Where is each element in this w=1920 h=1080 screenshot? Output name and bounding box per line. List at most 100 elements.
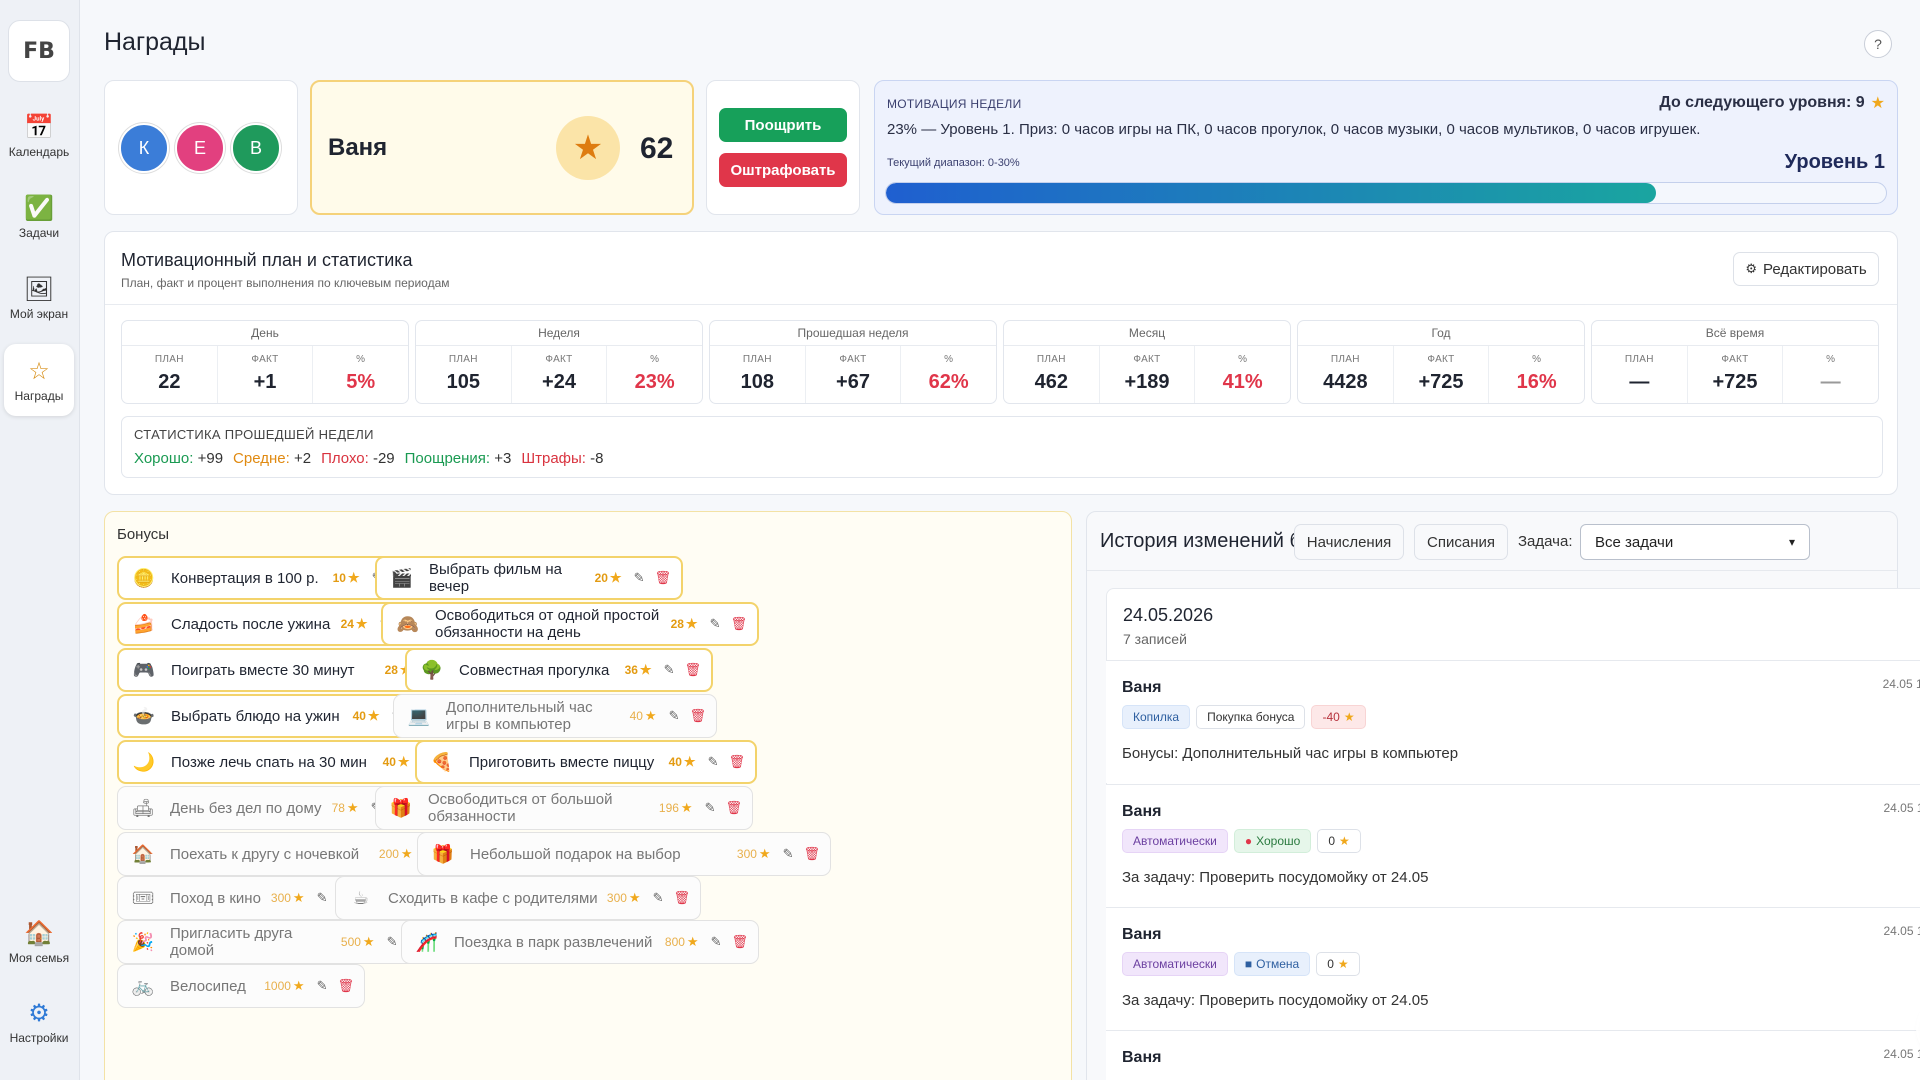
- bonus-item[interactable]: 🎬 Выбрать фильм на вечер 20 ★ ✎ 🗑: [375, 556, 683, 600]
- bonus-points: 78: [331, 801, 345, 815]
- bonus-title: Приготовить вместе пиццу: [469, 753, 655, 771]
- edit-icon[interactable]: ✎: [709, 616, 721, 631]
- calendar-icon: 📅: [24, 113, 54, 141]
- edit-icon[interactable]: ✎: [710, 934, 722, 949]
- bonus-item[interactable]: 🚲 Велосипед 1000 ★ ✎ 🗑: [117, 964, 365, 1008]
- bonus-item[interactable]: 🙈 Освободиться от одной простой обязанно…: [381, 602, 759, 646]
- trash-icon[interactable]: 🗑: [654, 570, 671, 585]
- fact-col-label: ФАКТ: [1133, 354, 1161, 365]
- edit-icon[interactable]: ✎: [316, 978, 328, 993]
- star-icon: ★: [1337, 957, 1349, 971]
- entry-source-tag: Автоматически: [1122, 952, 1228, 976]
- bonus-title: Дополнительный час игры в компьютер: [446, 699, 593, 733]
- bonus-points: 1000: [264, 979, 291, 993]
- weekly-motivation-card: МОТИВАЦИЯ НЕДЕЛИ До следующего уровня: 9…: [874, 80, 1898, 215]
- bonus-item[interactable]: 🎉 Пригласить друга домой 500★ ✎ 🗑: [117, 920, 435, 964]
- trash-icon[interactable]: 🗑: [337, 978, 354, 993]
- pct-value: 5%: [346, 371, 376, 393]
- star-icon: ★: [628, 890, 641, 905]
- sidebar-item-my-screen[interactable]: 🖼 Мой экран: [4, 262, 74, 334]
- star-icon: ★: [683, 754, 696, 769]
- sidebar-item-calendar[interactable]: 📅 Календарь: [4, 100, 74, 172]
- app-logo[interactable]: FB: [8, 20, 70, 82]
- star-icon: ★: [400, 846, 413, 861]
- plan-value: 22: [158, 371, 181, 393]
- avatar[interactable]: В: [231, 123, 281, 173]
- motivation-progress-bar: [885, 182, 1887, 204]
- last-week-values: Хорошо: +99 Средне: +2 Плохо: -29 Поощре…: [134, 450, 603, 467]
- bonus-item[interactable]: 🎢 Поездка в парк развлечений 800 ★ ✎ 🗑: [401, 920, 759, 964]
- bonus-item[interactable]: 🎁 Небольшой подарок на выбор 300 ★ ✎ 🗑: [417, 832, 831, 876]
- trash-icon[interactable]: 🗑: [730, 616, 747, 631]
- task-filter-select[interactable]: Все задачи ▾: [1580, 524, 1810, 560]
- trash-icon[interactable]: 🗑: [725, 800, 742, 815]
- star-icon: ★: [556, 116, 620, 180]
- period-name: День: [122, 321, 408, 346]
- bonus-item[interactable]: 🍲 Выбрать блюдо на ужин 40★ ✎ 🗑: [117, 694, 441, 738]
- fact-value: +67: [836, 371, 870, 393]
- star-icon: ★: [639, 662, 652, 677]
- star-icon: ★: [1339, 834, 1350, 848]
- edit-icon[interactable]: ✎: [663, 662, 675, 677]
- bonus-item[interactable]: 🏠 Поехать к другу с ночевкой 200★ ✎ 🗑: [117, 832, 473, 876]
- tasks-icon: ✅: [24, 194, 54, 222]
- help-icon[interactable]: ?: [1864, 30, 1892, 58]
- bonus-points: 40: [629, 709, 643, 723]
- trash-icon[interactable]: 🗑: [731, 934, 748, 949]
- sidebar-item-tasks[interactable]: ✅ Задачи: [4, 181, 74, 253]
- pct-col-label: %: [944, 354, 954, 365]
- bonus-item[interactable]: 🛋 День без дел по дому 78★ ✎ 🗑: [117, 786, 419, 830]
- tab-accruals[interactable]: Начисления: [1294, 524, 1404, 560]
- trash-icon[interactable]: 🗑: [728, 754, 745, 769]
- reward-button[interactable]: Поощрить: [719, 108, 847, 142]
- bonus-item[interactable]: 🎁 Освободиться от большой обязанности 19…: [375, 786, 753, 830]
- page-title: Награды: [104, 28, 206, 56]
- plan-col-label: ПЛАН: [1330, 354, 1360, 365]
- trash-icon[interactable]: 🗑: [673, 890, 690, 905]
- bonus-points: 40: [352, 709, 366, 723]
- edit-icon[interactable]: ✎: [386, 934, 398, 949]
- avg-label: Средне:: [233, 450, 290, 467]
- edit-icon[interactable]: ✎: [782, 846, 794, 861]
- star-icon: ★: [346, 800, 359, 815]
- bonus-item[interactable]: 🌳 Совместная прогулка 36 ★ ✎ 🗑: [405, 648, 713, 692]
- tab-writeoffs[interactable]: Списания: [1414, 524, 1508, 560]
- bonus-item[interactable]: 💻 Дополнительный час игры в компьютер 40…: [393, 694, 717, 738]
- bonus-item[interactable]: 🍕 Приготовить вместе пиццу 40 ★ ✎ 🗑: [415, 740, 757, 784]
- trash-icon[interactable]: 🗑: [803, 846, 820, 861]
- avatar[interactable]: Е: [175, 123, 225, 173]
- sidebar-item-family[interactable]: 🏠 Моя семья: [4, 906, 74, 978]
- star-icon: ★: [686, 934, 699, 949]
- bonus-item[interactable]: 🍰 Сладость после ужина 24★ ✎ 🗑: [117, 602, 429, 646]
- bonus-title: Позже лечь спать на 30 мин: [171, 753, 367, 771]
- edit-icon[interactable]: ✎: [652, 890, 664, 905]
- avatar[interactable]: К: [119, 123, 169, 173]
- edit-icon[interactable]: ✎: [707, 754, 719, 769]
- trash-icon[interactable]: 🗑: [689, 708, 706, 723]
- bonus-cost: 40 ★: [383, 754, 410, 770]
- fine-button[interactable]: Оштрафовать: [719, 153, 847, 187]
- bonus-item[interactable]: 🌙 Позже лечь спать на 30 мин 40★ ✎ 🗑: [117, 740, 471, 784]
- sidebar-item-rewards[interactable]: ☆ Награды: [4, 344, 74, 416]
- bonus-icon: 🛋: [131, 797, 155, 819]
- edit-icon[interactable]: ✎: [316, 890, 328, 905]
- sidebar-item-settings[interactable]: ⚙ Настройки: [4, 986, 74, 1058]
- bonus-item[interactable]: 🎟 Поход в кино 300★ ✎ 🗑: [117, 876, 365, 920]
- trash-icon[interactable]: 🗑: [684, 662, 701, 677]
- edit-icon[interactable]: ✎: [633, 570, 645, 585]
- bonus-item[interactable]: 🪙 Конвертация в 100 р. 10★ ✎ 🗑: [117, 556, 421, 600]
- plan-value: 462: [1034, 371, 1069, 393]
- plan-subtitle: План, факт и процент выполнения по ключе…: [121, 276, 450, 290]
- bonus-cost: 24 ★: [341, 616, 368, 632]
- pct-value: 41%: [1222, 371, 1263, 393]
- star-icon: ☆: [28, 357, 50, 385]
- star-icon: ★: [609, 570, 622, 585]
- history-count: 7 записей: [1123, 631, 1187, 647]
- edit-button[interactable]: ⚙ Редактировать: [1733, 252, 1879, 286]
- bonus-icon: ☕: [352, 887, 370, 909]
- bonus-item[interactable]: ☕ Сходить в кафе с родителями 300 ★ ✎ 🗑: [335, 876, 701, 920]
- sidebar-item-label: Календарь: [8, 145, 70, 159]
- edit-icon[interactable]: ✎: [668, 708, 680, 723]
- bonus-icon: 💻: [407, 705, 431, 727]
- edit-icon[interactable]: ✎: [704, 800, 716, 815]
